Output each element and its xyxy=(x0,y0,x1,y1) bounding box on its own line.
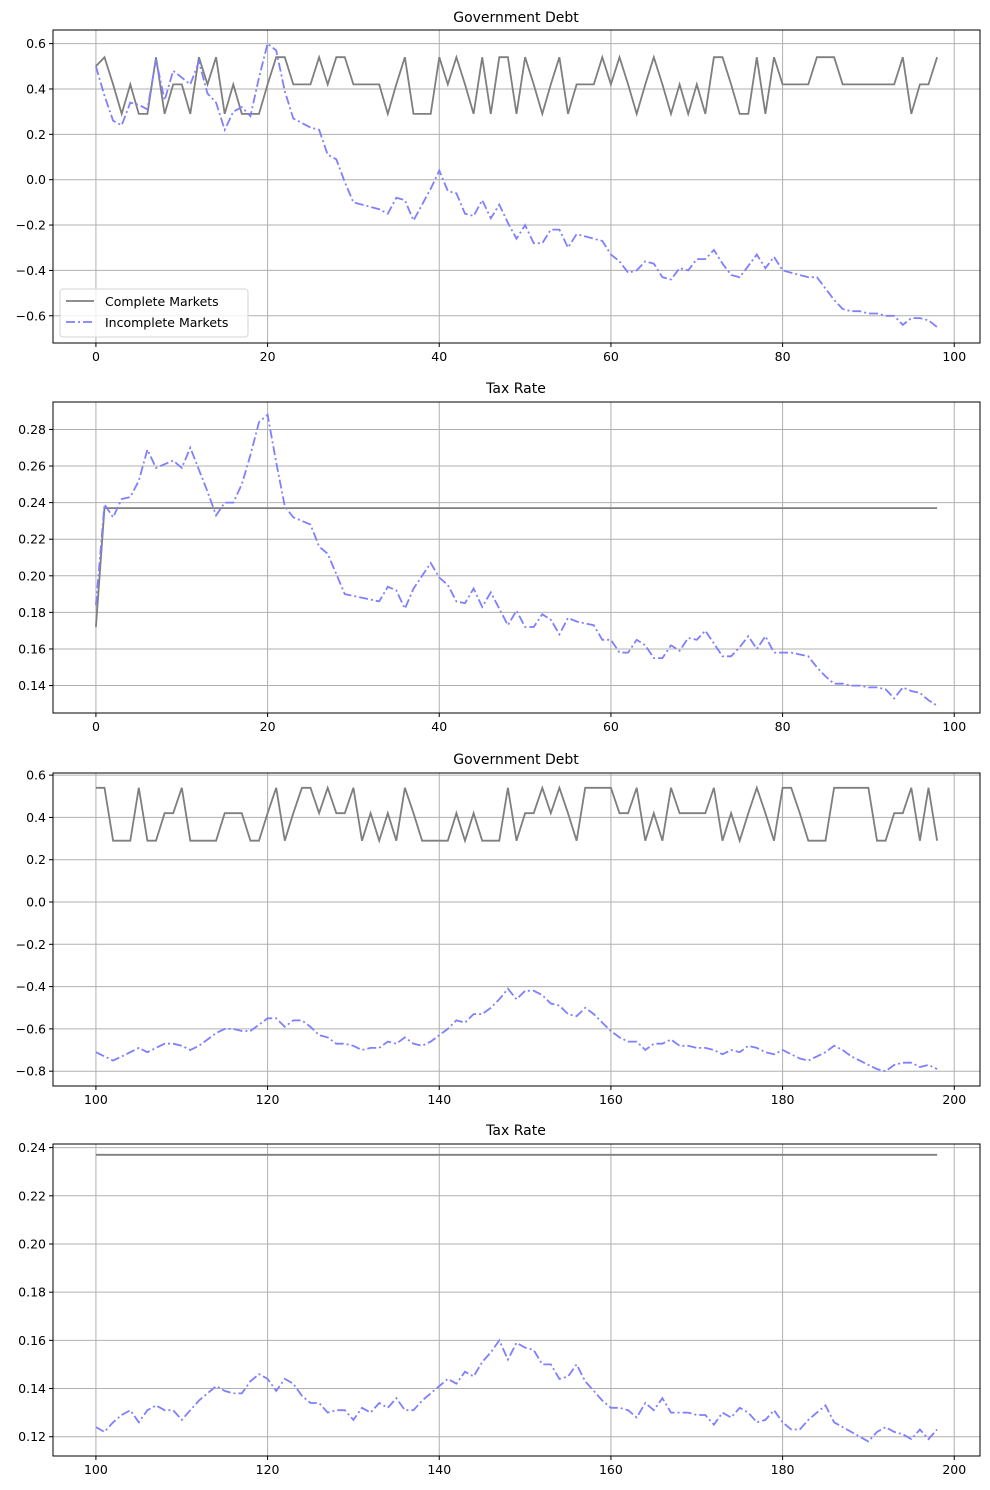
x-tick-label: 180 xyxy=(771,1092,795,1107)
panel-government-debt-2: Government Debt 100 120 140 160 180 200 −0.8 −0… xyxy=(16,752,981,1107)
y-tick-label: 0.6 xyxy=(26,768,46,783)
incomplete-markets-line xyxy=(95,42,938,328)
y-tick-label: 0.28 xyxy=(18,422,46,437)
legend: Complete Markets Incomplete Markets xyxy=(59,288,249,338)
x-tick-label: 160 xyxy=(599,1462,623,1477)
grid-lines xyxy=(53,773,980,1086)
complete-markets-line xyxy=(95,784,938,844)
y-tick-label: 0.4 xyxy=(26,810,46,825)
x-tick-label: 20 xyxy=(260,719,276,734)
x-tick-label: 60 xyxy=(603,719,619,734)
y-tick-label: −0.6 xyxy=(16,1021,46,1036)
y-tick-label: 0.0 xyxy=(26,895,46,910)
y-tick-label: 0.20 xyxy=(18,1236,46,1251)
y-tick-label: 0.24 xyxy=(18,1140,46,1155)
x-tick-label: 200 xyxy=(942,1462,966,1477)
x-tick-label: 40 xyxy=(431,719,447,734)
legend-complete-label: Complete Markets xyxy=(105,294,219,309)
y-tick-label: 0.12 xyxy=(18,1429,46,1444)
panel-tax-rate-2: Tax Rate 100 120 140 160 180 200 0.12 0.14 0.16 0… xyxy=(18,1123,981,1477)
panel-title: Tax Rate xyxy=(485,381,546,397)
data-lines xyxy=(95,42,938,328)
y-tick-label: 0.24 xyxy=(18,495,46,510)
x-tick-label: 120 xyxy=(256,1092,280,1107)
x-tick-label: 180 xyxy=(771,1462,795,1477)
y-tick-label: 0.14 xyxy=(18,678,46,693)
y-tick-label: −0.4 xyxy=(16,263,46,278)
y-tick-label: 0.18 xyxy=(18,1285,46,1300)
panel-tax-rate-1: Tax Rate 0 20 40 60 80 100 0.14 0.16 0.18 0.20 0.2… xyxy=(18,381,981,734)
data-lines xyxy=(95,1153,938,1443)
y-tick-label: 0.2 xyxy=(26,127,46,142)
axes: 0 20 40 60 80 100 −0.6 −0.4 −0.2 0.0 0.2 0.4 0.6 xyxy=(16,29,981,364)
data-lines xyxy=(95,784,938,1073)
x-tick-label: 140 xyxy=(427,1462,451,1477)
y-tick-label: 0.4 xyxy=(26,81,46,96)
grid-lines xyxy=(53,402,980,713)
y-tick-label: 0.6 xyxy=(26,36,46,51)
axes: 100 120 140 160 180 200 0.12 0.14 0.16 0.18 0.20 0.… xyxy=(18,1140,981,1477)
y-tick-label: 0.14 xyxy=(18,1381,46,1396)
x-tick-label: 60 xyxy=(603,349,619,364)
y-tick-label: 0.22 xyxy=(18,1188,46,1203)
panel-title: Government Debt xyxy=(453,10,579,26)
incomplete-markets-line xyxy=(95,413,938,707)
y-tick-label: 0.16 xyxy=(18,1333,46,1348)
y-tick-label: 0.16 xyxy=(18,641,46,656)
grid-lines xyxy=(53,1144,980,1456)
x-tick-label: 80 xyxy=(775,719,791,734)
x-tick-label: 100 xyxy=(84,1092,108,1107)
x-tick-label: 120 xyxy=(256,1462,280,1477)
y-tick-label: 0.22 xyxy=(18,532,46,547)
x-tick-label: 160 xyxy=(599,1092,623,1107)
axes: 100 120 140 160 180 200 −0.8 −0.6 −0.4 −0.2 0.0 0.2… xyxy=(16,768,981,1107)
complete-markets-line xyxy=(95,54,938,118)
incomplete-markets-line xyxy=(95,987,938,1073)
panel-government-debt-1: Government Debt 0 20 40 60 80 100 −0.6 −0.4 −0.2… xyxy=(16,10,981,364)
y-tick-label: −0.2 xyxy=(16,937,46,952)
x-tick-label: 20 xyxy=(260,349,276,364)
y-tick-label: 0.2 xyxy=(26,852,46,867)
y-tick-label: 0.20 xyxy=(18,568,46,583)
incomplete-markets-line xyxy=(95,1338,938,1443)
x-tick-label: 100 xyxy=(942,719,966,734)
complete-markets-line xyxy=(95,507,938,628)
x-tick-label: 0 xyxy=(92,719,100,734)
x-tick-label: 200 xyxy=(942,1092,966,1107)
x-tick-label: 140 xyxy=(427,1092,451,1107)
data-lines xyxy=(95,413,938,707)
y-tick-label: −0.2 xyxy=(16,218,46,233)
y-tick-label: −0.6 xyxy=(16,308,46,323)
x-tick-label: 0 xyxy=(92,349,100,364)
x-tick-label: 80 xyxy=(775,349,791,364)
y-tick-label: −0.4 xyxy=(16,979,46,994)
y-tick-label: −0.8 xyxy=(16,1064,46,1079)
legend-incomplete-label: Incomplete Markets xyxy=(105,315,228,330)
panel-title: Tax Rate xyxy=(485,1123,546,1139)
x-tick-label: 100 xyxy=(942,349,966,364)
y-tick-label: 0.18 xyxy=(18,605,46,620)
y-tick-label: 0.26 xyxy=(18,459,46,474)
x-tick-label: 100 xyxy=(84,1462,108,1477)
y-tick-label: 0.0 xyxy=(26,172,46,187)
x-tick-label: 40 xyxy=(431,349,447,364)
axes: 0 20 40 60 80 100 0.14 0.16 0.18 0.20 0.22 0.24 0.26… xyxy=(18,401,981,734)
panel-title: Government Debt xyxy=(453,752,579,768)
